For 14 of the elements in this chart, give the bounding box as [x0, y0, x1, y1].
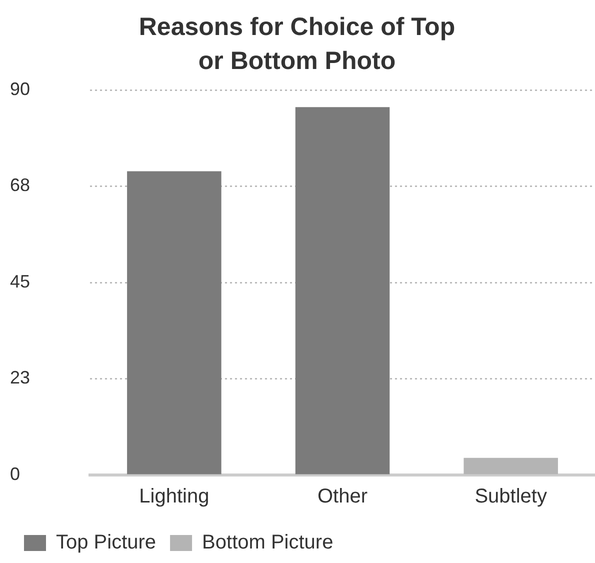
x-tick-label: Lighting [139, 486, 210, 508]
y-tick-label: 45 [10, 271, 30, 292]
chart-title: Reasons for Choice of Top or Bottom Photo [138, 12, 456, 77]
y-tick-label: 23 [10, 368, 30, 388]
x-tick-label: Other [317, 486, 368, 508]
bar [127, 171, 222, 474]
y-tick-label: 68 [10, 175, 30, 196]
y-tick-label: 0 [10, 464, 20, 484]
legend-label: Top Picture [56, 532, 156, 554]
y-tick-label: 90 [10, 78, 30, 99]
bar [295, 107, 390, 474]
legend-label: Bottom Picture [202, 532, 334, 554]
x-tick-label: Subtlety [474, 486, 547, 508]
bar [464, 458, 558, 474]
